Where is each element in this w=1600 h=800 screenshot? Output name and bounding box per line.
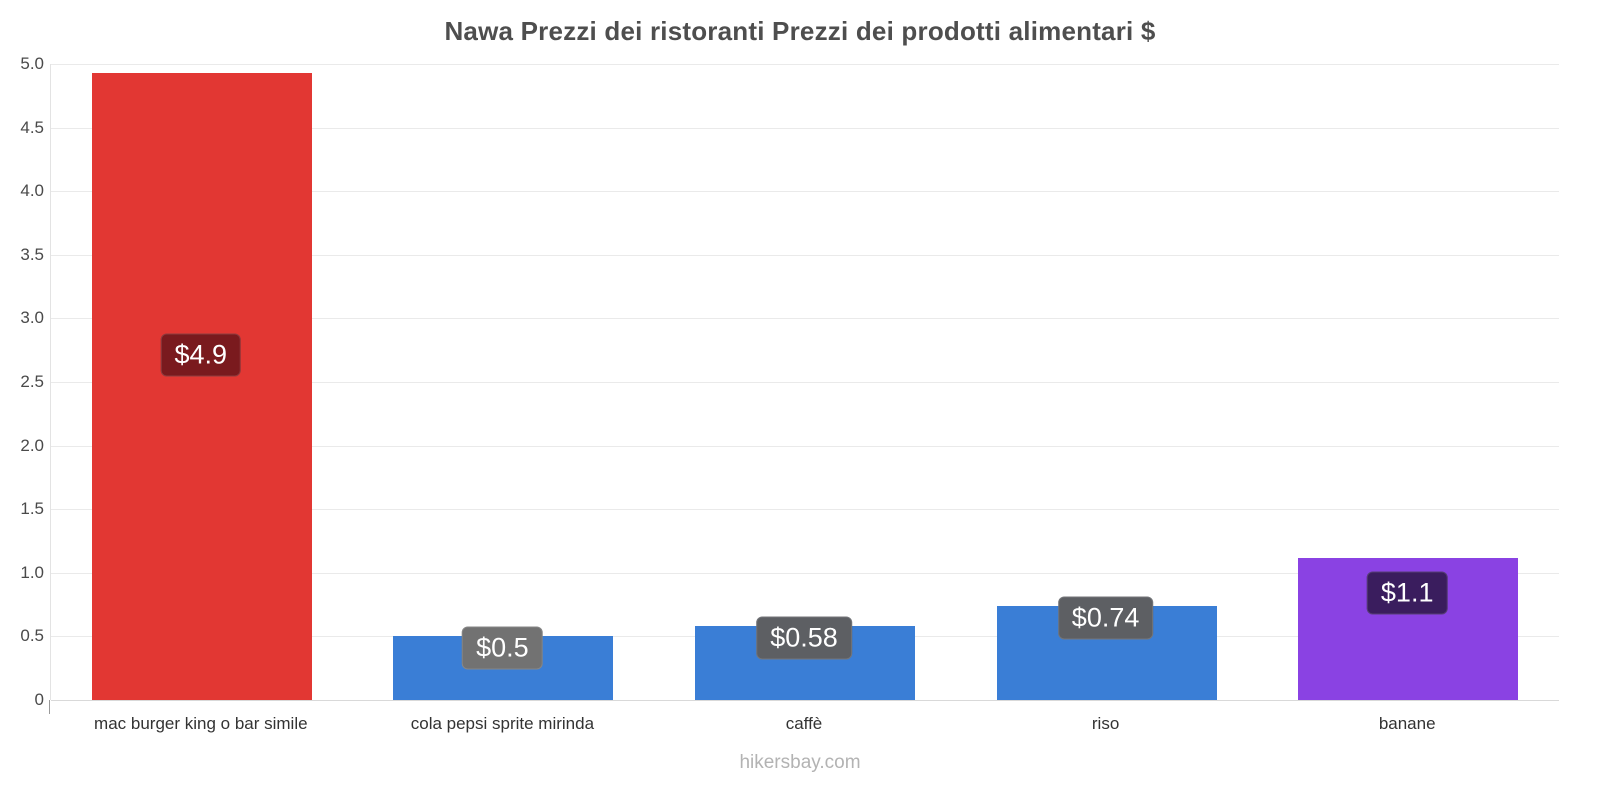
y-axis-tick-label: 5.0	[20, 54, 44, 73]
source-watermark: hikersbay.com	[739, 752, 861, 773]
gridline	[51, 254, 1559, 256]
chart-title: Nawa Prezzi dei ristoranti Prezzi dei pr…	[444, 16, 1156, 46]
gridline	[51, 700, 1559, 701]
y-axis-tick-label: 0.5	[20, 626, 44, 646]
x-axis-category-label: riso	[1091, 714, 1120, 733]
bar-0	[91, 72, 312, 700]
gridline	[51, 382, 1559, 383]
y-axis-tick-label: 1.0	[20, 562, 44, 582]
y-axis-tick-label: 2.0	[20, 435, 44, 455]
y-axis-tick-label: 4.0	[20, 181, 44, 201]
gridline	[51, 572, 1559, 574]
value-label-3: $0.74	[1057, 596, 1154, 640]
gridline	[51, 127, 1559, 129]
y-axis-tick-label: 3.5	[20, 244, 44, 264]
gridline	[51, 445, 1559, 447]
y-axis-tick-label: 2.5	[20, 372, 44, 391]
plot-area	[50, 64, 1559, 701]
x-axis-category-label: banane	[1378, 714, 1436, 733]
gridline	[51, 191, 1559, 193]
y-axis-tick-label: 0	[34, 690, 44, 709]
x-axis-tick-mark	[49, 700, 50, 714]
y-axis-tick-label: 3.0	[20, 308, 44, 328]
value-label-4: $1.1	[1366, 571, 1448, 615]
value-label-1: $0.5	[462, 626, 543, 670]
x-axis-category-label: cola pepsi sprite mirinda	[410, 714, 595, 733]
x-axis-category-label: mac burger king o bar simile	[94, 714, 308, 733]
value-label-2: $0.58	[756, 616, 852, 660]
gridline	[51, 509, 1559, 511]
value-label-0: $4.9	[160, 333, 242, 377]
x-axis-category-label: caffè	[785, 714, 823, 733]
y-axis-tick-label: 4.5	[20, 117, 44, 137]
gridline	[51, 64, 1559, 65]
gridline	[51, 318, 1559, 320]
y-axis-tick-label: 1.5	[20, 499, 44, 519]
